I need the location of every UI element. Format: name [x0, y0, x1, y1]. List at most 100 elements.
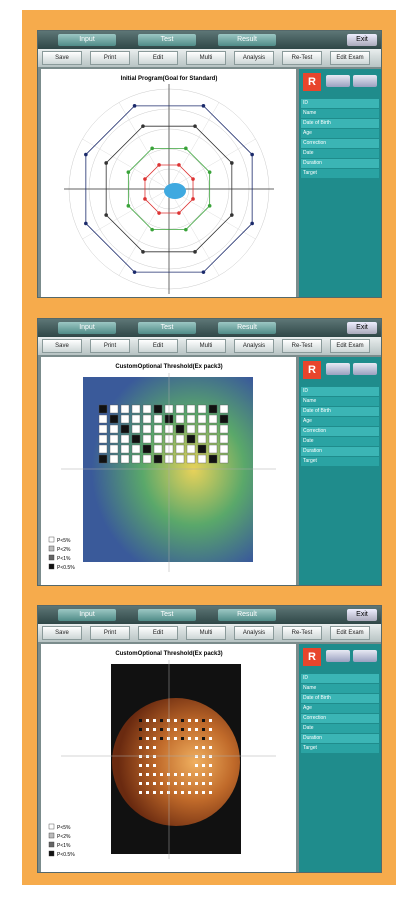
tab[interactable]: Input [58, 34, 116, 46]
test-point [153, 773, 156, 776]
test-point [167, 791, 170, 794]
test-point [209, 782, 212, 785]
test-point [146, 773, 149, 776]
test-point [139, 782, 142, 785]
test-point [167, 728, 170, 731]
tab[interactable]: Test [138, 609, 196, 621]
tool-button[interactable]: Edit Exam [330, 51, 370, 65]
panel-button[interactable] [326, 75, 350, 87]
test-point [175, 414, 185, 424]
test-point [167, 719, 170, 722]
tool-button[interactable]: Edit Exam [330, 339, 370, 353]
test-point [208, 424, 218, 434]
tab[interactable]: Input [58, 609, 116, 621]
tool-button[interactable]: Save [42, 626, 82, 640]
tab[interactable]: Result [218, 34, 276, 46]
info-row: Duration [301, 447, 379, 456]
panel-button[interactable] [326, 363, 350, 375]
test-point [209, 764, 212, 767]
tool-button[interactable]: Analysis [234, 339, 274, 353]
exit-button[interactable]: Exit [347, 34, 377, 46]
test-point [219, 454, 229, 464]
tab[interactable]: Result [218, 609, 276, 621]
legend-label: P<0.5% [57, 852, 75, 858]
tool-button[interactable]: Analysis [234, 51, 274, 65]
test-point [195, 746, 198, 749]
test-point [175, 404, 185, 414]
isopter-point [191, 177, 195, 181]
test-point [142, 444, 152, 454]
info-row: Target [301, 457, 379, 466]
isopter-point [207, 170, 212, 174]
exit-button[interactable]: Exit [347, 322, 377, 334]
info-row: ID [301, 387, 379, 396]
tool-button[interactable]: Multi [186, 626, 226, 640]
test-point [209, 791, 212, 794]
test-point [197, 444, 207, 454]
tool-button[interactable]: Edit Exam [330, 626, 370, 640]
info-row: Date [301, 437, 379, 446]
legend-label: P<1% [57, 556, 71, 562]
test-point [153, 764, 156, 767]
app-window: Input Test Result Exit Save Print Edit Multi Ana… [37, 30, 382, 298]
test-point [109, 404, 119, 414]
test-point [146, 719, 149, 722]
tab[interactable]: Test [138, 322, 196, 334]
test-point [219, 404, 229, 414]
info-row: Date [301, 724, 379, 733]
grid-spoke [82, 138, 170, 190]
plot-area: CustomOptional Threshold(Ex pack3) P<5% P<… [41, 644, 296, 872]
tool-button[interactable]: Print [90, 339, 130, 353]
info-row: Date of Birth [301, 694, 379, 703]
tool-button[interactable]: Edit [138, 626, 178, 640]
test-point [195, 791, 198, 794]
test-point [98, 434, 108, 444]
test-point [142, 414, 152, 424]
info-row: Date of Birth [301, 119, 379, 128]
panel-button[interactable] [353, 650, 377, 662]
exit-button[interactable]: Exit [347, 609, 377, 621]
test-point [98, 414, 108, 424]
test-point [195, 782, 198, 785]
test-point [209, 746, 212, 749]
test-point [209, 755, 212, 758]
tab[interactable]: Input [58, 322, 116, 334]
tool-button[interactable]: Multi [186, 51, 226, 65]
tool-button[interactable]: Print [90, 626, 130, 640]
test-point [209, 728, 212, 731]
info-row: Target [301, 744, 379, 753]
test-point [175, 444, 185, 454]
test-point [153, 414, 163, 424]
sub-toolbar: Save Print Edit Multi Analysis Re-Test Edit Ex… [38, 337, 381, 355]
eye-indicator: R [303, 73, 321, 91]
test-point [120, 444, 130, 454]
tool-button[interactable]: Analysis [234, 626, 274, 640]
test-point [109, 414, 119, 424]
tool-button[interactable]: Print [90, 51, 130, 65]
isopter-point [84, 221, 88, 226]
tool-button[interactable]: Save [42, 339, 82, 353]
tool-button[interactable]: Edit [138, 339, 178, 353]
tab[interactable]: Result [218, 322, 276, 334]
test-point [109, 454, 119, 464]
test-point [197, 434, 207, 444]
info-row: Name [301, 684, 379, 693]
tool-button[interactable]: Re-Test [282, 51, 322, 65]
test-point [219, 444, 229, 454]
panel-button[interactable] [326, 650, 350, 662]
test-point [131, 434, 141, 444]
tool-button[interactable]: Re-Test [282, 626, 322, 640]
test-point [175, 434, 185, 444]
test-point [219, 424, 229, 434]
panel-button[interactable] [353, 363, 377, 375]
plot-title: CustomOptional Threshold(Ex pack3) [115, 651, 222, 657]
tool-button[interactable]: Edit [138, 51, 178, 65]
tool-button[interactable]: Multi [186, 339, 226, 353]
test-point [153, 782, 156, 785]
isopter-point [193, 124, 197, 128]
tab[interactable]: Test [138, 34, 196, 46]
test-point [197, 404, 207, 414]
tool-button[interactable]: Re-Test [282, 339, 322, 353]
tool-button[interactable]: Save [42, 51, 82, 65]
panel-button[interactable] [353, 75, 377, 87]
